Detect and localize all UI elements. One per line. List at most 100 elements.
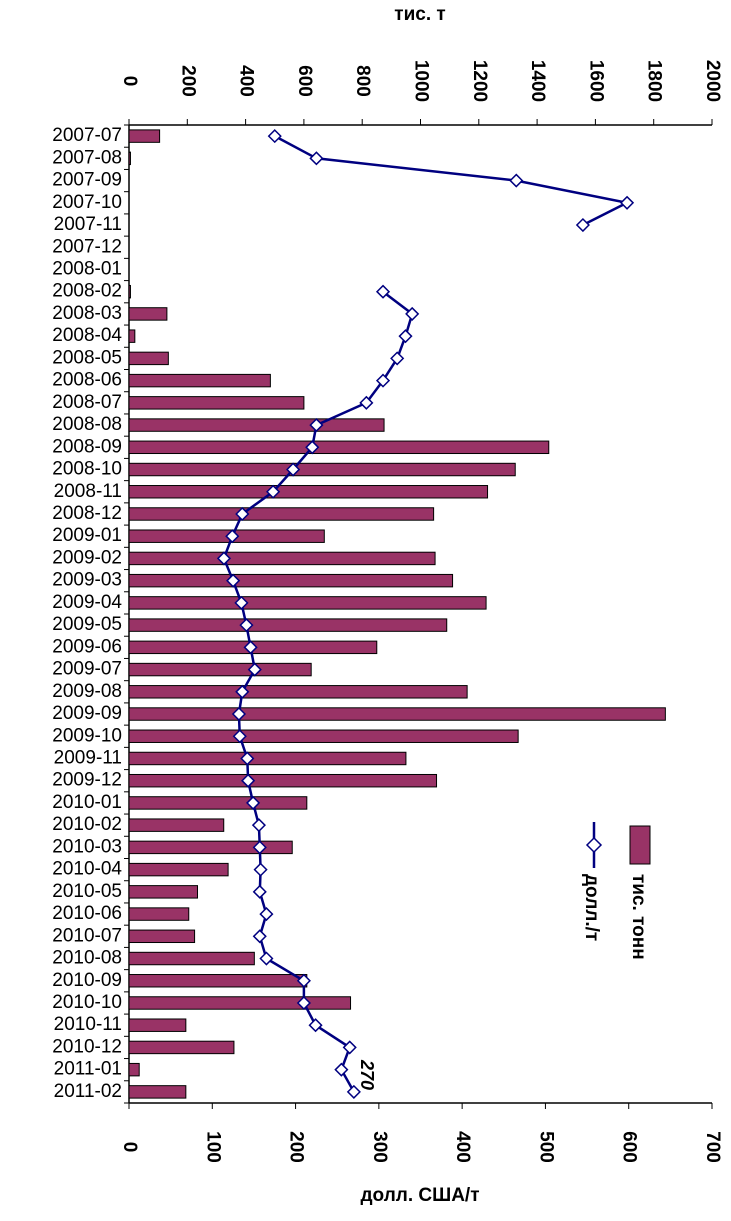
category-label: 2008-08	[52, 414, 122, 435]
bar-2010-11	[128, 1018, 187, 1032]
bar-2009-10	[128, 729, 519, 743]
bar-2009-02	[128, 551, 436, 566]
bar-2008-06	[128, 373, 271, 388]
category-ticks	[124, 124, 129, 1104]
bar-2008-09	[128, 440, 550, 455]
bar-2009-11	[128, 751, 407, 766]
bar-2008-08	[128, 418, 385, 432]
category-label: 2008-10	[52, 459, 122, 480]
line-point-2007-07	[267, 129, 282, 144]
category-label: 2007-12	[52, 236, 122, 257]
line-point-2008-11	[266, 484, 281, 499]
category-label: 2007-10	[52, 192, 122, 213]
category-label: 2007-08	[52, 147, 122, 168]
bar-2008-05	[128, 351, 169, 366]
bar-series-group	[128, 129, 666, 1099]
line-point-2008-02	[375, 284, 391, 299]
bottom-axis-tick-label: 400	[452, 1131, 473, 1163]
bar-2010-09	[128, 974, 308, 988]
bar-2010-05	[128, 885, 199, 899]
bar-2010-08	[128, 951, 255, 966]
category-label: 2010-08	[52, 948, 122, 969]
category-label: 2010-10	[52, 992, 122, 1013]
top-axis-tick-label: 400	[236, 65, 257, 97]
line-point-2009-06	[243, 640, 258, 655]
legend-swatch-marker	[585, 836, 603, 854]
line-point-2007-10	[619, 195, 635, 210]
top-axis-tick-label: 600	[294, 65, 315, 97]
category-label: 2010-11	[54, 1014, 122, 1035]
line-series-group	[216, 129, 635, 1099]
line-point-2008-03	[405, 306, 420, 321]
category-label: 2007-11	[54, 214, 122, 235]
line-point-2008-05	[390, 351, 405, 366]
line-point-2008-07	[359, 395, 374, 410]
line-point-2010-09	[296, 973, 311, 988]
line-point-2009-08	[235, 684, 250, 699]
line-point-2009-05	[239, 618, 254, 633]
line-point-2011-01	[334, 1062, 349, 1077]
category-label: 2010-06	[52, 903, 122, 924]
line-point-2010-08	[259, 951, 274, 966]
top-axis-tick-label: 1400	[527, 60, 548, 102]
bottom-axis-tick-label: 300	[369, 1131, 390, 1163]
top-axis-tick-label: 1600	[585, 60, 606, 102]
line-point-2008-10	[286, 462, 301, 477]
line-point-2008-08	[309, 418, 324, 433]
top-axis-tick-label: 1800	[644, 60, 665, 102]
top-axis-tick-label: 0	[119, 76, 140, 87]
line-point-2010-02	[251, 818, 266, 833]
bar-2010-03	[128, 840, 293, 855]
category-label: 2008-03	[52, 303, 122, 324]
line-point-2011-02	[346, 1084, 361, 1099]
category-label: 2010-09	[52, 970, 122, 991]
category-label: 2008-12	[52, 503, 122, 524]
bar-2010-12	[128, 1040, 235, 1055]
top-axis-tick-label: 1200	[469, 60, 490, 102]
category-label: 2009-04	[52, 592, 122, 613]
category-label: 2010-07	[52, 925, 122, 946]
bar-2008-02	[128, 284, 131, 299]
legend-label-bars: тис. тонн	[628, 874, 649, 960]
line-point-2010-11	[308, 1018, 323, 1033]
category-label: 2009-03	[52, 570, 122, 591]
category-label: 2011-02	[54, 1081, 122, 1102]
top-axis-tick-label: 1000	[410, 60, 431, 102]
category-label: 2008-02	[52, 281, 122, 302]
line-point-2010-10	[296, 995, 311, 1011]
line-point-2009-12	[241, 773, 256, 788]
line-point-2010-07	[252, 929, 267, 944]
line-point-2010-12	[342, 1040, 357, 1055]
category-label: 2011-01	[54, 1059, 122, 1080]
line-point-2009-04	[234, 595, 249, 610]
category-label: 2008-11	[54, 481, 122, 502]
top-axis-title: тис. т	[394, 4, 445, 25]
line-point-2007-11	[575, 217, 590, 233]
category-label: 2008-05	[52, 347, 122, 368]
line-path	[222, 134, 631, 1093]
category-label: 2007-07	[52, 125, 122, 146]
category-label: 2010-02	[52, 814, 122, 835]
bottom-axis-tick-label: 500	[535, 1131, 556, 1163]
category-label: 2007-09	[52, 170, 122, 191]
top-axis-tick-label: 2000	[702, 60, 723, 102]
bar-2010-06	[128, 907, 190, 921]
bar-2010-02	[128, 818, 225, 832]
bar-2009-09	[128, 707, 666, 721]
bar-2008-12	[128, 507, 435, 521]
bar-2010-01	[128, 796, 308, 810]
annotation-last-value: 270	[357, 1059, 377, 1090]
category-label: 2010-05	[52, 881, 122, 902]
top-axis-tick-label: 200	[177, 65, 198, 97]
category-label: 2009-11	[54, 747, 122, 768]
bottom-axis-title: долл. США/т	[360, 1185, 479, 1206]
top-axis-tick-label: 800	[352, 65, 373, 97]
line-point-2009-11	[240, 751, 255, 766]
bottom-axis-tick-label: 700	[702, 1131, 723, 1163]
bar-2009-05	[128, 618, 448, 632]
bar-2007-08	[128, 151, 131, 166]
bottom-axis-tick-label: 0	[119, 1142, 140, 1153]
bottom-axis-ticks: 0 100 200 300 400 500 600 700	[119, 1103, 723, 1163]
line-point-2008-06	[375, 373, 391, 388]
